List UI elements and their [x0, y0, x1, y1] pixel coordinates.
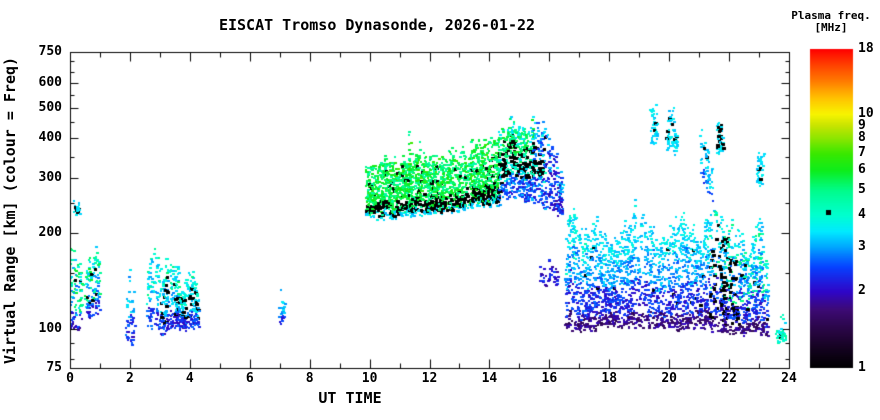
- colorbar-tick-label: 9: [858, 118, 866, 133]
- x-tick-label: 10: [361, 371, 378, 386]
- x-tick-label: 20: [661, 371, 677, 386]
- colorbar-tick-label: 4: [858, 207, 866, 222]
- x-axis-title: UT TIME: [318, 389, 382, 407]
- colorbar-tick-label: 8: [858, 130, 866, 145]
- y-tick-label: 300: [38, 170, 62, 185]
- y-axis-title: Virtual Range [km] (colour = Freq): [1, 56, 19, 364]
- colorbar-tick-label: 2: [858, 283, 866, 298]
- y-tick-label: 750: [38, 44, 62, 59]
- x-tick-label: 16: [541, 371, 558, 386]
- y-tick-label: 600: [38, 75, 62, 90]
- y-tick-label: 500: [38, 100, 62, 115]
- x-tick-label: 22: [721, 371, 737, 386]
- colorbar-tick-label: 18: [858, 41, 874, 56]
- x-tick-label: 18: [601, 371, 618, 386]
- chart-title: EISCAT Tromso Dynasonde, 2026-01-22: [218, 16, 536, 34]
- x-tick-label: 12: [421, 371, 438, 386]
- colorbar-tick-label: 7: [858, 145, 866, 160]
- colorbar-tick-label: 6: [858, 162, 866, 177]
- y-tick-label: 75: [46, 360, 62, 375]
- x-tick-label: 24: [781, 371, 797, 386]
- x-tick-label: 6: [245, 371, 254, 386]
- x-tick-label: 4: [185, 371, 194, 386]
- x-tick-label: 14: [481, 371, 498, 386]
- colorbar-title: Plasma freq. [MHz]: [766, 10, 880, 34]
- x-tick-label: 8: [305, 371, 314, 386]
- colorbar-tick-label: 1: [858, 360, 866, 375]
- y-tick-label: 200: [38, 225, 62, 240]
- y-tick-label: 400: [38, 130, 62, 145]
- colorbar-tick-label: 3: [858, 239, 866, 254]
- x-tick-label: 0: [66, 371, 74, 386]
- colorbar-title-line1: Plasma freq.: [791, 9, 871, 22]
- colorbar-tick-label: 10: [858, 106, 874, 121]
- y-tick-label: 100: [38, 321, 62, 336]
- colorbar-tick-label: 5: [858, 182, 866, 197]
- colorbar-title-line2: [MHz]: [814, 21, 848, 34]
- x-tick-label: 2: [125, 371, 134, 386]
